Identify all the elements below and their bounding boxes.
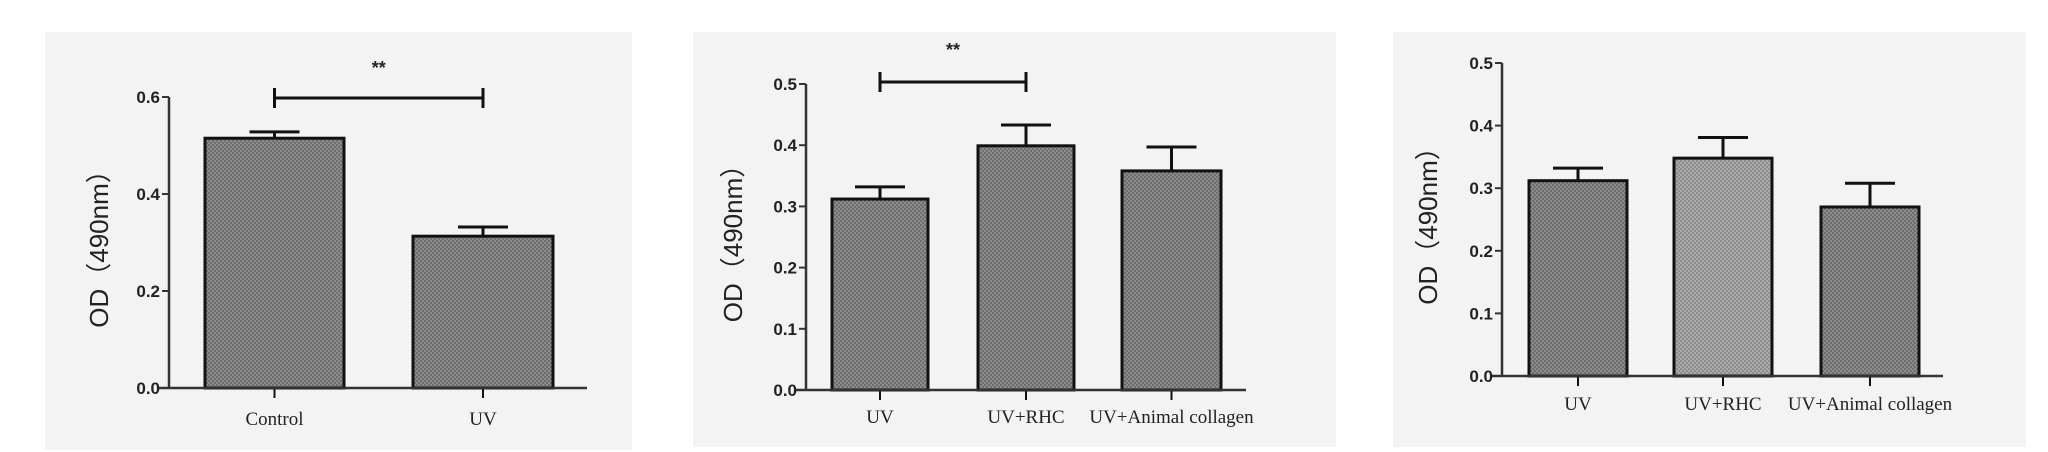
chart-panel-3: UV UV+RHC UV+Animal collagen 0.0 0.1 0.2 0.3 0.… <box>1393 32 2026 447</box>
bar-uv-animal-collagen <box>1120 169 1223 392</box>
y-axis-label: OD（490nm） <box>84 157 114 328</box>
bar-uv <box>411 234 555 390</box>
bar-uv-rhc <box>1672 156 1774 378</box>
chart-panel-1: Control UV 0.0 0.2 0.4 0.6 OD（490nm） ** <box>45 32 632 450</box>
x-tick-label: UV+RHC <box>1684 394 1761 415</box>
y-tick-label: 0.0 <box>1469 367 1493 386</box>
y-tick-label: 0.0 <box>136 379 160 398</box>
y-tick-label: 0.3 <box>1469 179 1493 198</box>
y-tick-label: 0.4 <box>136 185 160 204</box>
y-tick-label: 0.5 <box>773 75 797 94</box>
y-tick-label: 0.4 <box>1469 117 1493 136</box>
y-tick-label: 0.6 <box>136 88 160 107</box>
y-tick-label: 0.2 <box>136 282 160 301</box>
y-tick-label: 0.3 <box>773 197 797 216</box>
chart-panel-2: UV UV+RHC UV+Animal collagen 0.0 0.1 0.2 0.3 0.… <box>693 32 1336 447</box>
y-tick-label: 0.1 <box>773 320 797 339</box>
x-tick-label: UV <box>866 407 894 428</box>
significance-label: ** <box>946 40 960 60</box>
x-tick-label: UV <box>469 409 497 430</box>
y-tick-label: 0.2 <box>1469 242 1493 261</box>
bar-uv-rhc <box>976 144 1076 392</box>
x-tick-label: UV+Animal collagen <box>1089 407 1254 428</box>
x-tick-label: Control <box>245 409 303 430</box>
x-tick-label: UV+RHC <box>987 407 1064 428</box>
y-tick-label: 0.4 <box>773 136 797 155</box>
y-axis-label: OD（490nm） <box>718 152 748 323</box>
x-tick-label: UV <box>1564 394 1592 415</box>
y-tick-label: 0.0 <box>773 381 797 400</box>
bar-uv <box>1527 179 1629 378</box>
y-axis-label: OD（490nm） <box>1413 134 1443 305</box>
x-tick-label: UV+Animal collagen <box>1788 394 1953 415</box>
bar-uv <box>830 197 930 392</box>
y-tick-label: 0.2 <box>773 259 797 278</box>
bar-control <box>203 136 346 390</box>
y-tick-label: 0.5 <box>1469 54 1493 73</box>
significance-label: ** <box>372 58 386 78</box>
bar-uv-animal-collagen <box>1819 205 1921 378</box>
y-tick-label: 0.1 <box>1469 304 1493 323</box>
